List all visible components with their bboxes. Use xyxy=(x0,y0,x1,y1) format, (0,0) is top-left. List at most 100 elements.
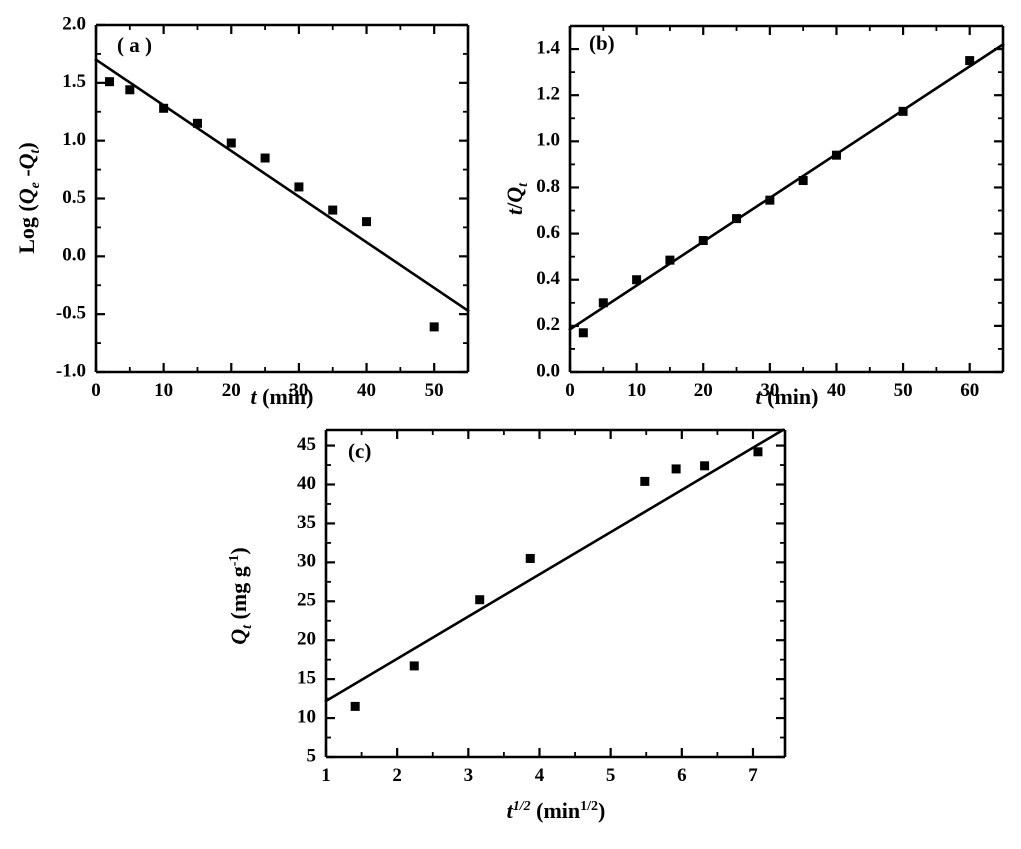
panel-b-fit-line xyxy=(568,42,1005,332)
data-point xyxy=(578,328,588,338)
data-point xyxy=(350,701,360,711)
panel-c: 1 2 3 4 5 6 7 5 10 15 20 25 30 35 40 45 (c) t1/2 (min1/… xyxy=(200,400,821,849)
y-tick-label: 1.0 xyxy=(62,129,86,150)
data-point xyxy=(475,595,485,605)
x-tick-label: 0 xyxy=(565,380,575,401)
x-tick-label: 1 xyxy=(321,765,331,786)
y-tick-label: 2.0 xyxy=(62,13,86,34)
x-axis-title-a-unit: (min) xyxy=(257,384,314,409)
y-tick-label: 1.5 xyxy=(62,71,86,92)
data-point xyxy=(698,236,708,246)
y-tick-label: 10 xyxy=(297,706,316,727)
y-tick-label: -1.0 xyxy=(56,360,86,381)
y-tick-label: 45 xyxy=(297,434,316,455)
y-tick-label: 1.4 xyxy=(536,37,560,58)
x-tick-label: 30 xyxy=(289,380,308,401)
regression-line xyxy=(568,42,1005,332)
x-tick-label: 40 xyxy=(357,380,376,401)
y-tick-label: 1.2 xyxy=(536,84,560,105)
x-tick-label: 50 xyxy=(894,380,913,401)
x-tick-label: 20 xyxy=(694,380,713,401)
x-axis-title-b: t (min) xyxy=(756,384,819,409)
data-point xyxy=(898,106,908,116)
data-point xyxy=(525,553,535,563)
y-tick-label: 25 xyxy=(297,590,316,611)
panel-c-ticks xyxy=(324,430,785,759)
x-tick-label: 6 xyxy=(677,765,687,786)
panel-b-data-points xyxy=(578,56,975,338)
y-tick-label: 5 xyxy=(307,745,317,766)
data-point xyxy=(328,205,338,215)
x-tick-label: 4 xyxy=(535,765,545,786)
y-tick-label: 1.0 xyxy=(536,130,560,151)
data-point xyxy=(671,464,681,474)
y-tick-label: 35 xyxy=(297,512,316,533)
x-tick-label: 60 xyxy=(960,380,979,401)
x-tick-label: 2 xyxy=(392,765,402,786)
x-tick-label: 30 xyxy=(760,380,779,401)
x-tick-label: 3 xyxy=(464,765,474,786)
panel-b-ticks xyxy=(568,25,1004,374)
y-tick-label: 40 xyxy=(297,473,316,494)
panel-a-data-points xyxy=(105,77,439,332)
data-point xyxy=(700,461,710,471)
data-point xyxy=(159,103,169,113)
panel-a-plot-area: 0 10 20 30 40 50 -1.0 -0.5 0.0 0.5 1.0 1.5 2.0 xyxy=(56,13,470,401)
y-tick-label: 0.5 xyxy=(62,187,86,208)
x-axis-title-c: t1/2 (min1/2) xyxy=(507,798,606,823)
data-point xyxy=(732,214,742,224)
panel-b-svg: 0 10 20 30 40 50 60 0.0 0.2 0.4 0.6 0.8 1.0 1.2 1.4 (b… xyxy=(502,24,1005,409)
y-tick-label: 30 xyxy=(297,551,316,572)
panel-b-tick-labels: 0 10 20 30 40 50 60 0.0 0.2 0.4 0.6 0.8 1.0 1.2 1.4 xyxy=(536,37,979,400)
data-point xyxy=(362,217,372,227)
y-tick-label: -0.5 xyxy=(56,303,86,324)
panel-a-ticks xyxy=(94,23,469,374)
panel-a: 0 10 20 30 40 50 -1.0 -0.5 0.0 0.5 1.0 1.5 2.0 ( a )… xyxy=(0,0,500,410)
data-point xyxy=(294,182,304,192)
data-point xyxy=(753,447,763,457)
data-point xyxy=(798,176,808,186)
data-point xyxy=(665,255,675,265)
panel-b-plot-area: 0 10 20 30 40 50 60 0.0 0.2 0.4 0.6 0.8 1.0 1.2 1.4 xyxy=(536,24,1005,401)
y-tick-label: 0.8 xyxy=(536,176,560,197)
panel-a-svg: 0 10 20 30 40 50 -1.0 -0.5 0.0 0.5 1.0 1.5 2.0 ( a )… xyxy=(14,13,470,409)
x-tick-label: 20 xyxy=(222,380,241,401)
y-tick-label: 15 xyxy=(297,668,316,689)
y-tick-label: 0.4 xyxy=(536,268,560,289)
x-axis-title-b-unit: (min) xyxy=(762,384,819,409)
x-tick-label: 5 xyxy=(606,765,616,786)
data-point xyxy=(226,138,236,148)
panel-c-data-points xyxy=(350,447,763,711)
panel-a-fit-line xyxy=(94,57,470,313)
y-tick-label: 20 xyxy=(297,629,316,650)
data-point xyxy=(429,322,439,332)
x-tick-label: 10 xyxy=(154,380,173,401)
x-axis-title-a-symbol: t xyxy=(251,384,258,409)
data-point xyxy=(192,118,202,128)
y-tick-label: 0.0 xyxy=(62,245,86,266)
data-point xyxy=(965,56,975,66)
data-point xyxy=(409,661,419,671)
y-tick-label: 0.2 xyxy=(536,314,560,335)
x-tick-label: 40 xyxy=(827,380,846,401)
x-tick-label: 0 xyxy=(91,380,101,401)
x-axis-title-b-symbol: t xyxy=(756,384,763,409)
data-point xyxy=(125,85,135,95)
data-point xyxy=(105,77,115,87)
panel-tag-c: (c) xyxy=(348,439,371,463)
panel-c-fit-line xyxy=(324,428,785,703)
y-tick-label: 0.6 xyxy=(536,222,560,243)
data-point xyxy=(831,150,841,160)
panel-tag-b: (b) xyxy=(589,31,615,55)
data-point xyxy=(765,195,775,205)
panel-b: 0 10 20 30 40 50 60 0.0 0.2 0.4 0.6 0.8 1.0 1.2 1.4 (b… xyxy=(500,0,1021,410)
y-axis-title-c: Qt (mg g-1) xyxy=(226,547,255,644)
regression-line xyxy=(324,428,785,703)
x-tick-label: 7 xyxy=(748,765,758,786)
data-point xyxy=(260,153,270,163)
x-tick-label: 50 xyxy=(425,380,444,401)
y-axis-title-b: t/Qt xyxy=(502,182,531,215)
